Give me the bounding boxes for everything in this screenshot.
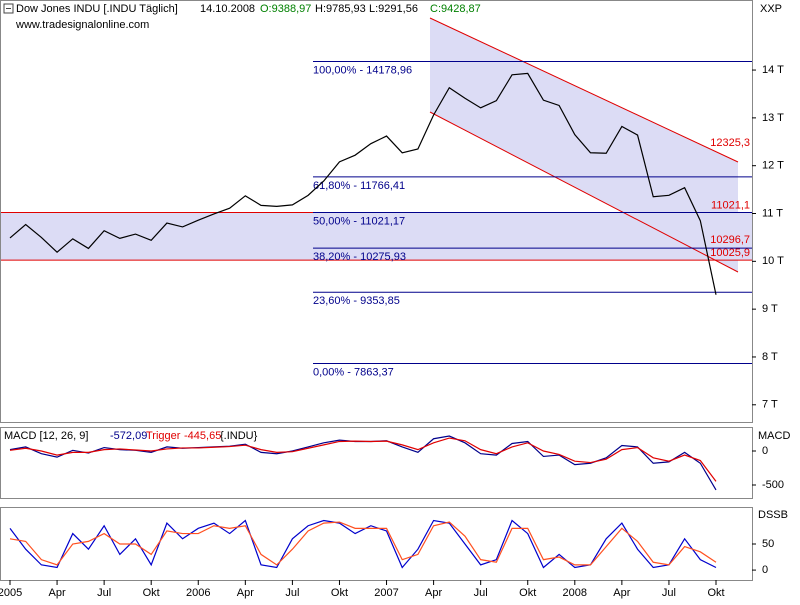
channel-lower: [429, 111, 739, 273]
x-tick-label: Jul: [97, 587, 111, 599]
macd-axis-label: MACD: [758, 430, 790, 442]
fib-label: 61,80% - 11766,41: [313, 180, 405, 192]
x-tick-label: Okt: [519, 587, 536, 599]
trigger-label: Trigger: [146, 430, 181, 442]
x-tick-label: 2008: [563, 587, 587, 599]
series-line: [9, 519, 717, 569]
y-tick-label: 9 T: [762, 303, 778, 315]
channel-upper: [429, 17, 739, 163]
date: 14.10.2008: [200, 3, 255, 15]
macd-value: -572,09: [110, 430, 147, 442]
dssb-axis-label: DSSB: [758, 509, 788, 521]
symbol: {.INDU}: [220, 430, 258, 442]
y-tick-label: 13 T: [762, 112, 784, 124]
y-tick-label: 11 T: [762, 207, 783, 219]
y-tick-label: 8 T: [762, 351, 778, 363]
channel-label: 10296,7: [710, 234, 750, 246]
x-tick-label: Okt: [143, 587, 160, 599]
high: H:9785,93: [315, 3, 366, 15]
channel-label: 12325,3: [710, 137, 750, 149]
x-tick-label: Apr: [49, 587, 66, 599]
x-tick-label: Jul: [662, 587, 676, 599]
y-tick-label: 7 T: [762, 399, 778, 411]
trigger-value: -445,65: [184, 430, 221, 442]
x-tick-label: Apr: [425, 587, 442, 599]
series-line: [9, 72, 717, 295]
x-tick-label: Apr: [237, 587, 254, 599]
fib-label: 100,00% - 14178,96: [313, 64, 412, 76]
x-tick-label: Apr: [613, 587, 630, 599]
y-tick-label: 0: [762, 445, 768, 457]
fib-label: 0,00% - 7863,37: [313, 366, 394, 378]
website: www.tradesignalonline.com: [15, 19, 149, 31]
series-line: [9, 437, 717, 482]
y-tick-label: -500: [762, 479, 784, 491]
y-tick-label: 10 T: [762, 255, 784, 267]
fib-label: 38,20% - 10275,93: [313, 251, 406, 263]
x-tick-label: 2006: [186, 587, 210, 599]
y-tick-label: 12 T: [762, 160, 784, 172]
close: C:9428,87: [430, 3, 481, 15]
x-tick-label: 2005: [0, 587, 22, 599]
y-tick-label: 0: [762, 564, 768, 576]
instrument: Dow Jones INDU [.INDU Täglich]: [16, 3, 178, 15]
y-tick-label: 14 T: [762, 64, 784, 76]
fib-label: 50,00% - 11021,17: [313, 215, 405, 227]
series-line: [9, 521, 717, 566]
x-tick-label: 2007: [374, 587, 398, 599]
open: O:9388,97: [260, 3, 311, 15]
macd-panel: [0, 427, 753, 499]
low: L:9291,56: [369, 3, 418, 15]
y-tick-label: 50: [762, 538, 774, 550]
macd-title: MACD [12, 26, 9]: [4, 430, 88, 442]
axis-unit: XXP: [760, 3, 782, 15]
x-tick-label: Jul: [285, 587, 299, 599]
x-tick-label: Okt: [331, 587, 348, 599]
channel-label: 10025,9: [710, 247, 750, 259]
fib-label: 23,60% - 9353,85: [313, 295, 400, 307]
channel-label: 11021,1: [711, 199, 750, 211]
x-tick-label: Jul: [474, 587, 488, 599]
x-tick-label: Okt: [707, 587, 724, 599]
